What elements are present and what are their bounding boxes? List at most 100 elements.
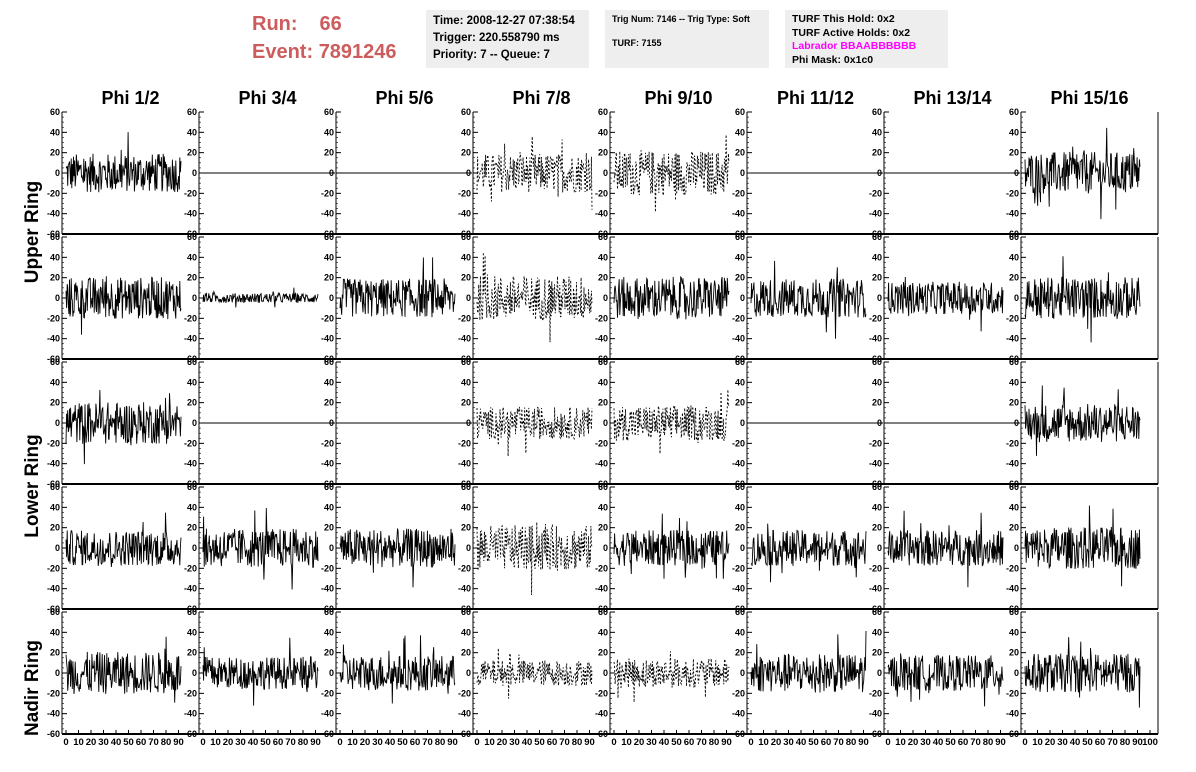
y-tick-label: -20 xyxy=(184,188,197,198)
y-tick-label: -20 xyxy=(458,188,471,198)
y-tick-label: 0 xyxy=(192,418,197,428)
y-tick-label: -40 xyxy=(732,459,745,469)
y-tick-label: 60 xyxy=(735,482,745,492)
y-tick-label: 40 xyxy=(735,502,745,512)
waveform-trace xyxy=(476,648,593,699)
y-tick-label: -60 xyxy=(732,604,745,614)
y-tick-label: 60 xyxy=(50,357,60,367)
y-tick-label: -60 xyxy=(458,479,471,489)
y-tick-label: -20 xyxy=(869,313,882,323)
y-tick-label: -60 xyxy=(458,354,471,364)
x-tick-label: 20 xyxy=(908,737,919,748)
x-tick-label: 70 xyxy=(285,737,296,748)
y-tick-label: -40 xyxy=(869,334,882,344)
y-tick-label: -60 xyxy=(47,479,60,489)
y-tick-label: -60 xyxy=(732,229,745,239)
y-tick-label: 60 xyxy=(50,232,60,242)
y-tick-label: 40 xyxy=(461,502,471,512)
y-tick-label: 40 xyxy=(50,627,60,637)
y-tick-label: 60 xyxy=(324,107,334,117)
y-tick-label: -40 xyxy=(1006,459,1019,469)
y-tick-label: -20 xyxy=(869,688,882,698)
x-tick-label: 90 xyxy=(173,737,184,748)
y-tick-label: -60 xyxy=(458,229,471,239)
y-tick-label: 60 xyxy=(461,482,471,492)
waveform-trace xyxy=(1024,637,1141,708)
ring-label: Nadir Ring xyxy=(22,640,43,736)
x-tick-label: 10 xyxy=(895,737,906,748)
y-tick-label: 60 xyxy=(598,357,608,367)
waveform-trace xyxy=(750,523,867,583)
y-tick-label: -60 xyxy=(595,354,608,364)
y-tick-label: -40 xyxy=(869,584,882,594)
y-tick-label: -40 xyxy=(732,584,745,594)
waveform-trace xyxy=(65,512,182,568)
y-tick-label: -40 xyxy=(595,709,608,719)
y-tick-label: 60 xyxy=(461,232,471,242)
y-tick-label: 60 xyxy=(50,107,60,117)
x-tick-label: 30 xyxy=(98,737,109,748)
y-tick-label: -40 xyxy=(47,209,60,219)
y-tick-label: -40 xyxy=(1006,709,1019,719)
waveform-trace xyxy=(1024,127,1141,220)
trig-info-box: Trig Num: 7146 -- Trig Type: Soft TURF: … xyxy=(605,10,769,68)
x-tick-label: 50 xyxy=(260,737,271,748)
x-tick-label: 80 xyxy=(298,737,309,748)
y-tick-label: -40 xyxy=(732,709,745,719)
y-tick-label: 40 xyxy=(735,252,745,262)
y-tick-label: 40 xyxy=(735,627,745,637)
y-tick-label: 20 xyxy=(872,648,882,658)
y-tick-label: -20 xyxy=(732,438,745,448)
y-tick-label: -60 xyxy=(595,479,608,489)
y-tick-label: -40 xyxy=(321,584,334,594)
x-tick-label: 0 xyxy=(63,737,68,748)
waveform-trace xyxy=(613,276,730,320)
waveform-trace xyxy=(476,252,593,343)
y-tick-label: 0 xyxy=(603,418,608,428)
y-tick-label: 60 xyxy=(598,232,608,242)
y-tick-label: 0 xyxy=(466,168,471,178)
y-tick-label: -60 xyxy=(184,604,197,614)
x-tick-label: 20 xyxy=(634,737,645,748)
y-tick-label: -20 xyxy=(321,563,334,573)
x-tick-label: 50 xyxy=(397,737,408,748)
y-tick-label: 60 xyxy=(187,607,197,617)
y-tick-label: 0 xyxy=(466,668,471,678)
x-tick-label: 50 xyxy=(671,737,682,748)
y-tick-label: 0 xyxy=(1014,168,1019,178)
y-tick-label: 0 xyxy=(466,543,471,553)
waveform-trace xyxy=(476,522,593,596)
y-tick-label: -40 xyxy=(458,584,471,594)
phi-mask-text: Phi Mask: 0x1c0 xyxy=(792,53,874,66)
waveform-trace xyxy=(339,257,456,318)
y-tick-label: -20 xyxy=(458,563,471,573)
time-text: Time: 2008-12-27 07:38:54 xyxy=(433,15,575,27)
y-tick-label: 0 xyxy=(192,668,197,678)
x-tick-label: 80 xyxy=(983,737,994,748)
waveform-trace xyxy=(65,132,182,193)
y-tick-label: 0 xyxy=(740,168,745,178)
y-tick-label: -40 xyxy=(321,209,334,219)
y-tick-label: 40 xyxy=(461,627,471,637)
x-tick-label: 60 xyxy=(136,737,147,748)
column-header: Phi 9/10 xyxy=(644,88,712,108)
y-tick-label: -60 xyxy=(869,604,882,614)
x-tick-label: 10 xyxy=(347,737,358,748)
run-row: Run: 66 xyxy=(252,10,397,38)
y-tick-label: 20 xyxy=(598,398,608,408)
x-tick-label: 80 xyxy=(1120,737,1131,748)
x-tick-label: 20 xyxy=(771,737,782,748)
y-tick-label: 40 xyxy=(598,252,608,262)
y-tick-label: 20 xyxy=(598,523,608,533)
y-tick-label: -40 xyxy=(321,709,334,719)
run-value: 66 xyxy=(319,13,342,35)
y-tick-label: -20 xyxy=(321,688,334,698)
y-tick-label: 0 xyxy=(55,293,60,303)
y-tick-label: 40 xyxy=(187,627,197,637)
y-tick-label: -20 xyxy=(184,438,197,448)
y-tick-label: 0 xyxy=(740,293,745,303)
x-tick-label: 30 xyxy=(646,737,657,748)
y-tick-label: -60 xyxy=(732,729,745,739)
y-tick-label: 20 xyxy=(461,148,471,158)
waveform-trace xyxy=(476,136,593,210)
